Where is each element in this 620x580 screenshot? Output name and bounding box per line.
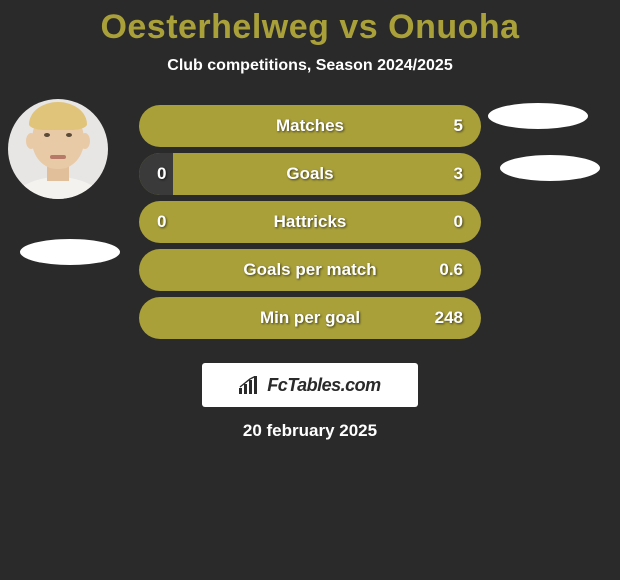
chart-icon [239,376,261,394]
stat-value-right: 5 [454,116,463,136]
page-title: Oesterhelweg vs Onuoha [0,0,620,47]
stat-value-left: 0 [157,164,166,184]
stat-label: Matches [276,116,344,136]
logo-text: FcTables.com [267,375,380,396]
date-label: 20 february 2025 [0,421,620,441]
stat-bar: 0 Hattricks 0 [139,201,481,243]
stat-label: Min per goal [260,308,360,328]
stat-label: Goals per match [243,260,376,280]
subtitle: Club competitions, Season 2024/2025 [0,57,620,75]
fctables-logo: FcTables.com [202,363,418,407]
stat-value-right: 0.6 [439,260,463,280]
stat-row: Min per goal 248 [0,295,620,341]
stat-bar: Matches 5 [139,105,481,147]
player-left-name-ellipse [20,239,120,265]
stat-label: Goals [286,164,333,184]
stat-row: 0 Hattricks 0 [0,199,620,245]
stat-bar: 0 Goals 3 [139,153,481,195]
stat-value-right: 248 [435,308,463,328]
logo-text-bold: Fc [267,375,287,395]
stat-value-right: 3 [454,164,463,184]
stat-label: Hattricks [274,212,347,232]
stat-value-left: 0 [157,212,166,232]
stat-value-right: 0 [454,212,463,232]
logo-text-rest: Tables.com [287,375,380,395]
player-right-name-ellipse [500,155,600,181]
player-left-avatar [8,99,108,199]
stat-bar: Goals per match 0.6 [139,249,481,291]
player-right-avatar-ellipse [488,103,588,129]
stat-bar: Min per goal 248 [139,297,481,339]
comparison-panel: Matches 5 0 Goals 3 0 Hattricks 0 Goals per matc… [0,103,620,341]
